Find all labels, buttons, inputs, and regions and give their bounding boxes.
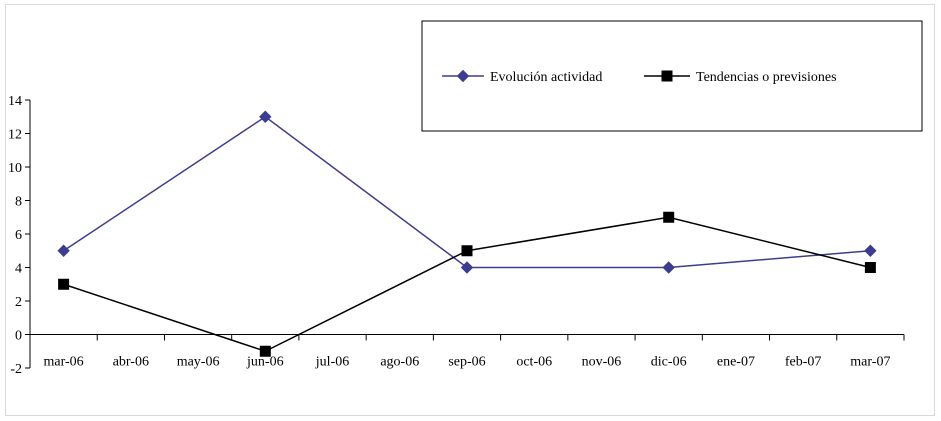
legend-item: Tendencias o previsiones [644, 70, 837, 85]
series-layer [57, 110, 877, 357]
series-line [63, 115, 871, 269]
y-tick-label: 4 [15, 262, 22, 277]
y-tick-label: 6 [15, 228, 22, 243]
square-marker [461, 245, 473, 257]
x-tick-label: jul-06 [315, 355, 349, 370]
x-tick-label: abr-06 [113, 355, 149, 370]
diamond-marker [259, 110, 272, 123]
x-tick-label: may-06 [177, 355, 220, 370]
diamond-marker [662, 261, 675, 274]
x-tick-label: mar-06 [44, 355, 84, 370]
square-marker [864, 262, 876, 273]
legend-label: Evolución actividad [490, 70, 602, 85]
y-tick-label: 14 [8, 94, 22, 109]
y-tick-label: 8 [15, 195, 22, 210]
x-tick-label: ago-06 [380, 355, 419, 370]
square-marker [663, 211, 675, 223]
y-tick-label: 12 [8, 128, 22, 143]
x-tick-label: oct-06 [516, 355, 552, 370]
diamond-marker [460, 261, 474, 274]
legend-label: Tendencias o previsiones [696, 70, 837, 85]
square-marker [58, 278, 70, 290]
y-tick-label: 0 [15, 329, 22, 344]
series-2 [58, 211, 876, 357]
series-1 [57, 110, 877, 274]
x-tick-label: nov-06 [582, 355, 622, 370]
square-marker [259, 345, 271, 357]
legend-item: Evolución actividad [442, 69, 602, 85]
y-tick-label: 10 [8, 161, 22, 176]
legend-marker [456, 69, 470, 83]
x-tick-label: jun-06 [246, 355, 284, 370]
x-tick-label: ene-07 [717, 355, 755, 370]
diamond-marker [57, 244, 70, 257]
x-tick-label: sep-06 [448, 355, 485, 370]
legend: Evolución actividad Tendencias o previsio… [421, 20, 923, 132]
x-tick-label: feb-07 [785, 355, 822, 370]
legend-marker [661, 70, 673, 82]
series-line [63, 216, 871, 353]
x-tick-label: dic-06 [651, 355, 687, 370]
axes: -2 0 2 4 6 8 10 12 14 mar-06 abr-06 may-06 jun-06 jul… [8, 94, 905, 377]
y-tick-label: 2 [15, 295, 22, 310]
diamond-marker [864, 244, 877, 257]
y-tick-label: -2 [10, 362, 22, 377]
x-tick-label: mar-07 [850, 355, 890, 370]
